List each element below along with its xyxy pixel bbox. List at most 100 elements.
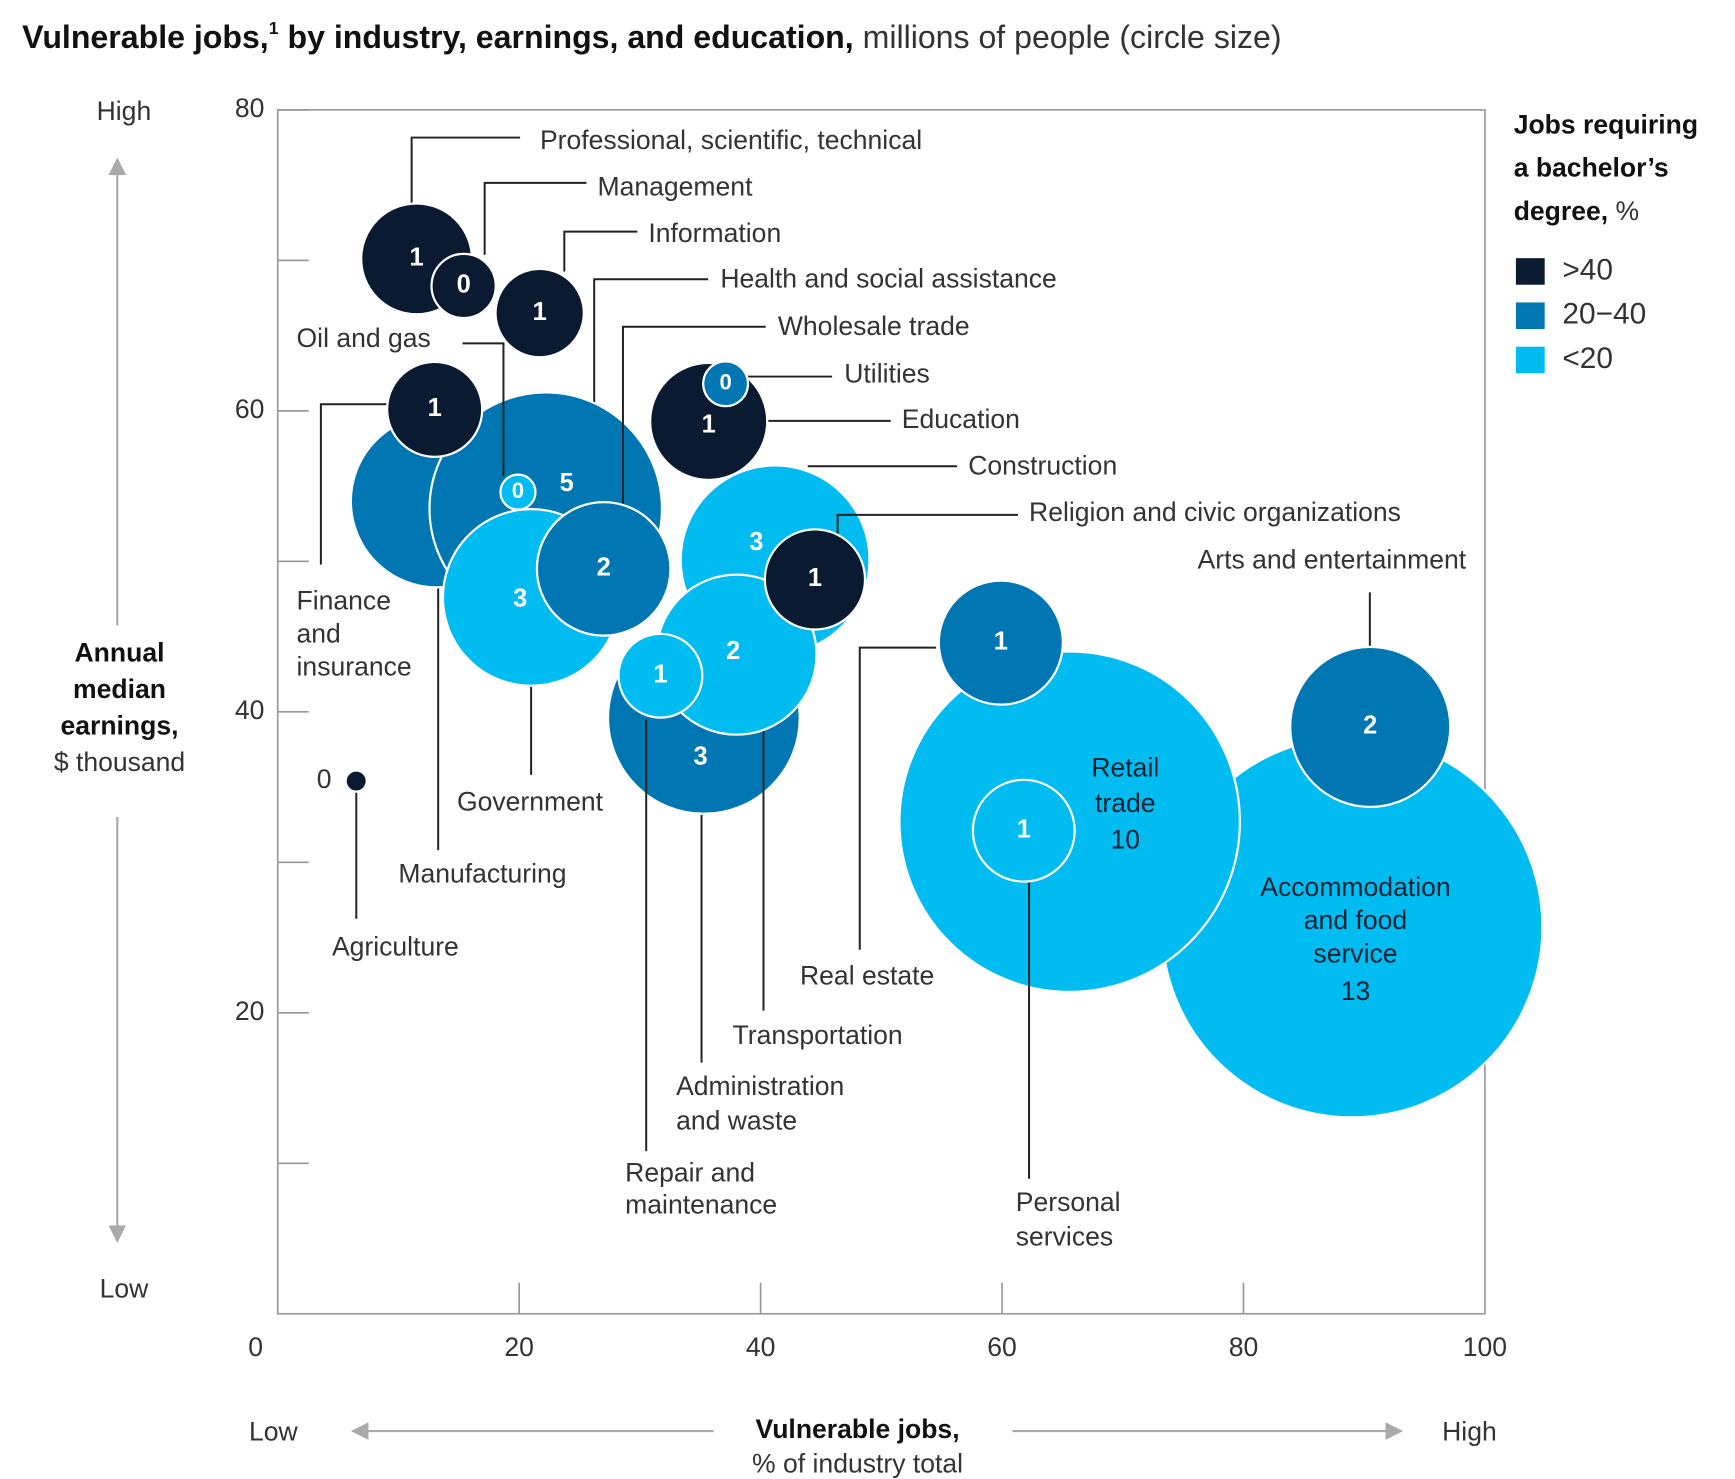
size-label: 1 (428, 394, 442, 422)
y-label: Annual (75, 637, 165, 667)
point-label: Religion and civic organizations (1029, 497, 1401, 527)
size-label: 1 (409, 244, 423, 272)
x-label: Vulnerable jobs, (756, 1414, 960, 1444)
point-label: Utilities (844, 358, 930, 388)
bubble (344, 769, 368, 793)
size-label: 1 (808, 564, 822, 592)
bubble (494, 267, 585, 359)
point-label: Professional, scientific, technical (540, 125, 922, 155)
leader-line (410, 136, 521, 206)
size-label: 1 (994, 627, 1008, 655)
chart-title: Vulnerable jobs,1 by industry, earnings,… (22, 18, 1281, 56)
bubble-name: and food (1304, 905, 1407, 935)
point-label: Wholesale trade (778, 311, 970, 341)
size-label: 3 (693, 742, 707, 770)
legend-title: degree, % (1514, 196, 1639, 226)
size-label: 0 (457, 271, 471, 299)
point-label: Oil and gas (297, 323, 431, 353)
leader-line (462, 342, 505, 477)
x-tick-label: 20 (504, 1332, 534, 1362)
y-high: High (97, 96, 152, 126)
leader-line (563, 230, 638, 272)
size-label: 3 (749, 528, 763, 556)
x-high: High (1442, 1416, 1497, 1446)
point-label: Manufacturing (398, 859, 566, 889)
bubble-name: Retail (1091, 752, 1159, 782)
x-tick-label: 100 (1463, 1332, 1507, 1362)
x-low: Low (249, 1416, 299, 1446)
bubble (617, 632, 704, 719)
size-label: 3 (513, 584, 527, 612)
point-label: Agriculture (332, 932, 459, 962)
x-tick-label: 0 (248, 1332, 263, 1362)
legend-swatch (1515, 258, 1545, 285)
bubble (971, 778, 1076, 883)
size-label: 1 (653, 660, 667, 688)
legend-title: Jobs requiring (1514, 110, 1698, 140)
point-label: services (1016, 1222, 1113, 1252)
x-label: % of industry total (752, 1448, 963, 1478)
y-label: $ thousand (54, 747, 185, 777)
y-tick-label: 40 (235, 695, 265, 725)
leader-line (483, 181, 587, 255)
leader-line (621, 325, 766, 515)
leader-line (319, 403, 388, 565)
size-label: 2 (726, 637, 740, 665)
point-label: Health and social assistance (720, 263, 1056, 293)
leader-line (858, 646, 937, 950)
point-label: Repair and (625, 1157, 755, 1187)
legend-label: <20 (1562, 342, 1613, 375)
point-label: Administration (676, 1071, 844, 1101)
size-label: 13 (1341, 976, 1371, 1006)
y-low: Low (100, 1274, 150, 1304)
size-label: 1 (1017, 815, 1031, 843)
legend-swatch (1515, 302, 1545, 329)
y-tick-label: 20 (235, 996, 265, 1026)
point-label: Management (598, 171, 754, 201)
legend-label: >40 (1562, 253, 1613, 286)
legend-title: a bachelor’s (1514, 153, 1669, 183)
size-label: 0 (719, 370, 731, 395)
legend-label: 20−40 (1562, 298, 1646, 331)
leader-line (593, 278, 709, 443)
bubble (937, 579, 1064, 706)
size-label: 2 (1363, 712, 1377, 740)
y-label: median (73, 674, 166, 704)
size-label: 1 (702, 411, 716, 439)
legend-swatch (1515, 346, 1545, 374)
point-label: maintenance (625, 1189, 777, 1219)
size-label: 1 (533, 298, 547, 326)
x-tick-label: 60 (987, 1332, 1017, 1362)
point-label: Transportation (733, 1020, 903, 1050)
bubble (535, 501, 672, 637)
point-label: Personal (1016, 1187, 1121, 1217)
size-label: 5 (560, 469, 574, 497)
bubble (702, 360, 750, 408)
bubble (430, 252, 497, 320)
point-label: Arts and entertainment (1198, 544, 1467, 574)
y-label: earnings, (60, 710, 178, 740)
point-label: Real estate (800, 960, 934, 990)
size-label: 10 (1111, 824, 1141, 854)
point-label: Construction (968, 450, 1117, 480)
size-label: 2 (597, 554, 611, 582)
point-label: Government (457, 787, 604, 817)
bubble-name: service (1313, 938, 1397, 968)
leader-line (836, 513, 1018, 543)
x-tick-label: 80 (1229, 1332, 1259, 1362)
point-label: and (297, 619, 341, 649)
x-tick-label: 40 (746, 1332, 776, 1362)
bubble-name: trade (1095, 788, 1156, 818)
bubble-name: Accommodation (1260, 872, 1450, 902)
y-tick-label: 60 (235, 394, 265, 424)
size-label: 0 (317, 764, 332, 794)
y-tick-label: 80 (235, 93, 265, 123)
bubble (386, 360, 484, 458)
point-label: Finance (297, 585, 391, 615)
bubble (763, 528, 867, 631)
size-label: 0 (512, 478, 524, 503)
point-label: insurance (297, 652, 412, 682)
bubble (1289, 645, 1452, 809)
point-label: Information (648, 218, 781, 248)
